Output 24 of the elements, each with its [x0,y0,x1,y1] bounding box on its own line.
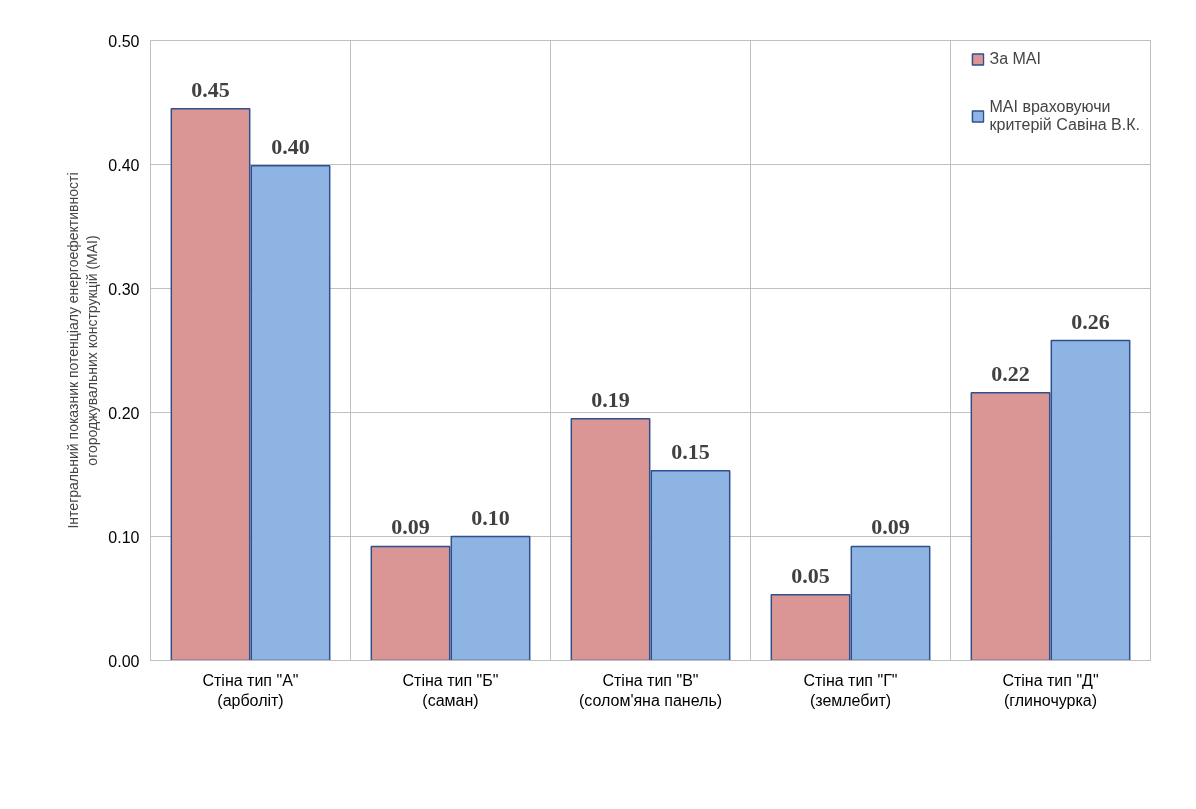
x-tick-label: Стіна тип "Б" (саман) [402,671,499,709]
legend-label: МАІ враховуючи критерій Савіна В.К. [989,98,1140,134]
x-tick-label: Стіна тип "Д" (глиночурка) [1002,671,1099,709]
data-label: 0.40 [271,133,310,159]
data-label: 0.22 [991,360,1030,386]
data-label: 0.09 [391,514,430,540]
data-label: 0.15 [671,438,710,464]
y-tick-label: 0.30 [108,280,140,298]
x-tick-label: Стіна тип "А" (арболіт) [202,671,299,709]
y-axis-title: Інтегральний показник потенціалу енергоефективності огороджувальних конструкцій (МАІ) [65,172,101,529]
data-label: 0.05 [791,562,830,588]
data-label: 0.09 [871,514,910,540]
data-label: 0.19 [591,386,630,412]
y-tick-label: 0.20 [108,404,140,422]
y-tick-label: 0.00 [108,652,140,670]
data-label: 0.45 [191,76,230,102]
y-tick-label: 0.50 [108,32,140,50]
x-tick-label: Стіна тип "Г" (землебит) [803,671,898,709]
y-tick-label: 0.10 [108,528,140,546]
x-tick-label: Стіна тип "В" (солом'яна панель) [578,671,723,709]
legend-label: За МАІ [989,50,1041,68]
data-label: 0.10 [471,504,510,530]
data-label: 0.26 [1071,308,1110,334]
y-tick-label: 0.40 [108,156,140,174]
